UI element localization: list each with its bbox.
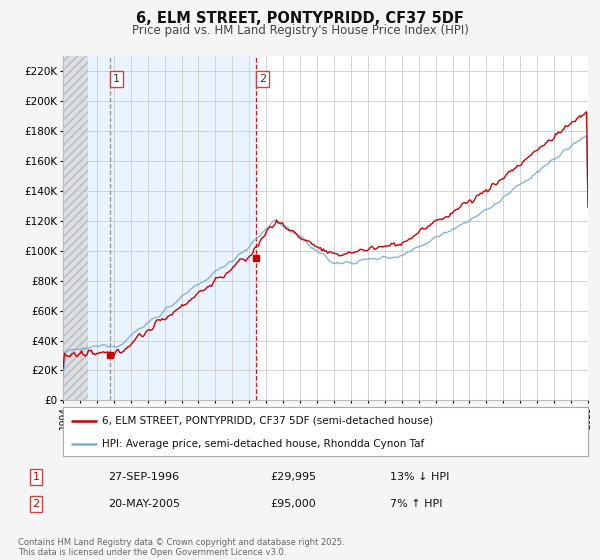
Text: 2: 2	[32, 499, 40, 509]
Bar	[63, 56, 88, 400]
Text: 27-SEP-1996: 27-SEP-1996	[108, 472, 179, 482]
Text: 2: 2	[259, 74, 266, 84]
Text: 20-MAY-2005: 20-MAY-2005	[108, 499, 180, 509]
Text: HPI: Average price, semi-detached house, Rhondda Cynon Taf: HPI: Average price, semi-detached house,…	[103, 439, 425, 449]
Bar	[63, 56, 256, 400]
Text: 6, ELM STREET, PONTYPRIDD, CF37 5DF (semi-detached house): 6, ELM STREET, PONTYPRIDD, CF37 5DF (sem…	[103, 416, 433, 426]
Text: 1: 1	[32, 472, 40, 482]
Text: 6, ELM STREET, PONTYPRIDD, CF37 5DF: 6, ELM STREET, PONTYPRIDD, CF37 5DF	[136, 11, 464, 26]
Text: £95,000: £95,000	[270, 499, 316, 509]
Text: Contains HM Land Registry data © Crown copyright and database right 2025.
This d: Contains HM Land Registry data © Crown c…	[18, 538, 344, 557]
Text: Price paid vs. HM Land Registry's House Price Index (HPI): Price paid vs. HM Land Registry's House …	[131, 24, 469, 36]
Text: 13% ↓ HPI: 13% ↓ HPI	[390, 472, 449, 482]
Text: 1: 1	[113, 74, 120, 84]
Text: £29,995: £29,995	[270, 472, 316, 482]
Text: 7% ↑ HPI: 7% ↑ HPI	[390, 499, 443, 509]
